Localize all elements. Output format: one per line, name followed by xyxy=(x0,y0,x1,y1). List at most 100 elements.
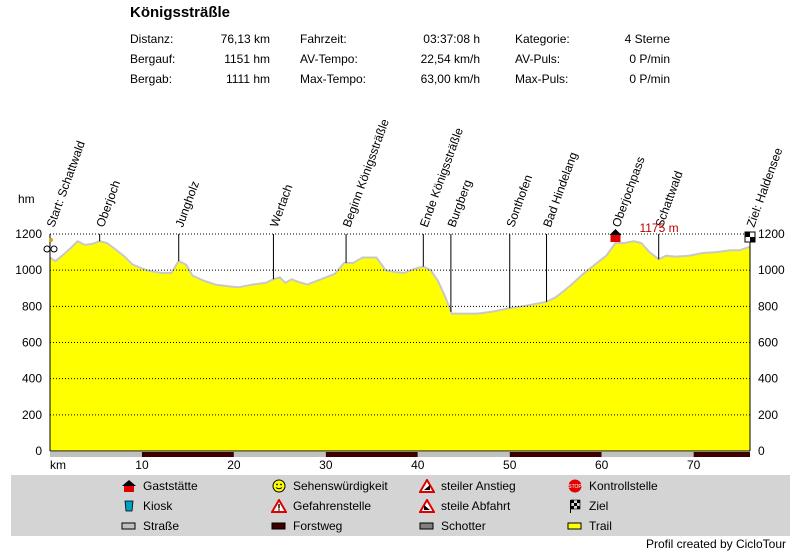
legend-item: steiler Anstieg xyxy=(418,478,516,493)
y-tick-label: 1200 xyxy=(15,227,42,241)
credit-text: Profil created by CicloTour xyxy=(645,537,786,551)
elevation-line xyxy=(49,239,751,315)
legend-item: Kiosk xyxy=(121,499,172,513)
house-icon xyxy=(121,479,137,493)
stat-value: 0 P/min xyxy=(629,52,670,66)
waypoint-label: Start: Schattwald xyxy=(44,139,88,229)
legend-item: Straße xyxy=(121,519,179,533)
surface-segment xyxy=(50,452,142,457)
y-tick-label: 800 xyxy=(22,299,42,313)
y-tick-label: 0 xyxy=(35,444,42,458)
elevation-area xyxy=(50,241,750,451)
y-tick-label: 0 xyxy=(758,444,765,458)
waypoint-label: Oberjoch xyxy=(93,178,123,229)
surface-segment xyxy=(325,452,418,457)
stat-value: 63,00 km/h xyxy=(420,72,480,86)
stat-value: 4 Sterne xyxy=(624,32,670,46)
legend-label: Kiosk xyxy=(143,499,173,513)
stat-value: 03:37:08 h xyxy=(423,32,480,46)
y-tick-label: 400 xyxy=(758,372,778,386)
surface-segment xyxy=(693,452,750,457)
trail-swatch-icon xyxy=(567,519,583,533)
x-axis-label: km xyxy=(50,458,66,472)
checkered-flag-icon xyxy=(567,499,583,513)
waypoint-label: Beginn Königssträßle xyxy=(340,117,392,229)
y-tick-label: 800 xyxy=(758,299,778,313)
x-tick-label: 10 xyxy=(135,458,149,472)
stat-label: Fahrzeit: xyxy=(300,32,347,46)
y-tick-label: 1000 xyxy=(758,263,785,277)
x-tick-label: 30 xyxy=(319,458,333,472)
y-tick-label: 200 xyxy=(22,408,42,422)
stat-label: Kategorie: xyxy=(515,32,570,46)
waypoint-label: Wertach xyxy=(267,182,295,229)
stat-value: 1151 hm xyxy=(224,52,270,66)
svg-text:STOP: STOP xyxy=(568,484,582,490)
legend-item: Schotter xyxy=(419,519,486,533)
waypoint-label: Sonthofen xyxy=(503,173,535,229)
stop-sign-icon: STOP xyxy=(567,479,583,493)
steep-descent-icon xyxy=(418,498,436,513)
legend-item: Gefahrenstelle xyxy=(270,498,372,513)
waypoint-label: Ziel: Haldensee xyxy=(744,146,786,229)
y-tick-label: 200 xyxy=(758,408,778,422)
legend-item: Gaststätte xyxy=(121,479,198,493)
waypoint-label: Burgberg xyxy=(445,178,475,229)
legend-label: Kontrollstelle xyxy=(589,479,658,493)
smiley-icon xyxy=(271,479,287,493)
y-axis-label: hm xyxy=(18,192,35,206)
x-tick-label: 40 xyxy=(411,458,425,472)
legend-label: Ziel xyxy=(589,499,609,513)
legend-label: Schotter xyxy=(441,519,486,533)
stat-label: AV-Puls: xyxy=(515,52,561,66)
legend-label: Trail xyxy=(589,519,612,533)
surface-segment xyxy=(417,452,510,457)
legend-label: steiler Anstieg xyxy=(441,479,516,493)
bicycle-icon xyxy=(43,238,58,253)
elevation-profile-chart: 0 0 200 200 400 400 600 600 800 800 1000 1000 1200 12… xyxy=(15,117,786,472)
page-title: Königssträßle xyxy=(130,4,231,21)
stat-value: 0 P/min xyxy=(629,72,670,86)
stat-label: Bergauf: xyxy=(130,52,176,66)
legend-label: Gaststätte xyxy=(143,479,198,493)
x-tick-label: 60 xyxy=(595,458,609,472)
forestroad-swatch-icon xyxy=(271,519,287,533)
legend-item: STOP Kontrollstelle xyxy=(567,479,658,493)
legend-label: Gefahrenstelle xyxy=(293,499,372,513)
y-tick-label: 1200 xyxy=(758,227,785,241)
waypoint-label: Oberjochpass xyxy=(609,155,647,229)
surface-segment xyxy=(141,452,234,457)
y-tick-label: 400 xyxy=(22,372,42,386)
legend-item: Trail xyxy=(567,519,612,533)
legend-label: steile Abfahrt xyxy=(441,499,511,513)
stat-value: 76,13 km xyxy=(220,32,270,46)
stat-label: Max-Tempo: xyxy=(300,72,367,86)
legend-item: steile Abfahrt xyxy=(418,498,511,513)
legend: Gaststätte Sehenswürdigkeit steiler Anst… xyxy=(11,475,790,536)
steep-ascent-icon xyxy=(418,478,436,493)
stat-label: Distanz: xyxy=(130,32,174,46)
x-tick-label: 50 xyxy=(503,458,517,472)
x-tick-label: 20 xyxy=(227,458,241,472)
checkered-flag-icon xyxy=(744,231,756,243)
legend-label: Forstweg xyxy=(293,519,343,533)
stat-value: 22,54 km/h xyxy=(420,52,480,66)
cup-icon xyxy=(121,499,137,513)
stat-label: Bergab: xyxy=(130,72,173,86)
legend-item: Sehenswürdigkeit xyxy=(271,479,388,493)
surface-segment xyxy=(509,452,602,457)
legend-label: Straße xyxy=(143,519,180,533)
waypoint-label: Jungholz xyxy=(172,179,202,229)
stat-label: Max-Puls: xyxy=(515,72,569,86)
waypoint-label: Bad Hindelang xyxy=(540,150,580,229)
max-elevation-label: 1175 m xyxy=(639,221,678,235)
gravel-swatch-icon xyxy=(419,519,435,533)
surface-segment xyxy=(601,452,694,457)
stat-value: 1111 hm xyxy=(225,72,270,86)
y-tick-label: 600 xyxy=(22,336,42,350)
stat-label: AV-Tempo: xyxy=(300,52,358,66)
y-tick-label: 600 xyxy=(758,336,778,350)
legend-label: Sehenswürdigkeit xyxy=(293,479,388,493)
road-swatch-icon xyxy=(121,519,137,533)
x-tick-label: 70 xyxy=(687,458,701,472)
